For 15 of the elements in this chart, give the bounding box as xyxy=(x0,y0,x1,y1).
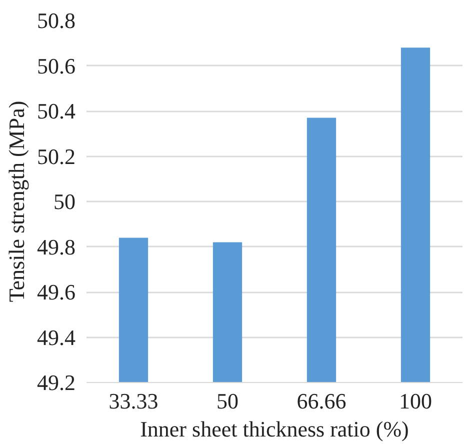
x-axis-title: Inner sheet thickness ratio (%) xyxy=(140,416,409,442)
y-tick-label: 50 xyxy=(54,189,76,214)
x-tick-label: 33.33 xyxy=(108,388,158,414)
x-tick-label: 100 xyxy=(399,388,432,414)
y-axis-title: Tensile strength (MPa) xyxy=(4,100,29,302)
y-tick-label: 49.6 xyxy=(37,280,76,304)
y-tick-label: 49.8 xyxy=(37,234,76,260)
x-tick-label: 66.66 xyxy=(296,388,346,414)
y-tick-label: 50.2 xyxy=(37,144,76,169)
y-tick-label: 50.8 xyxy=(37,8,76,33)
y-tick-label: 50.4 xyxy=(37,98,76,124)
y-tick-label: 50.6 xyxy=(37,53,76,78)
x-tick-label: 50 xyxy=(216,388,238,414)
y-tick-label: 49.2 xyxy=(37,370,76,395)
y-tick-label: 49.4 xyxy=(37,324,76,350)
